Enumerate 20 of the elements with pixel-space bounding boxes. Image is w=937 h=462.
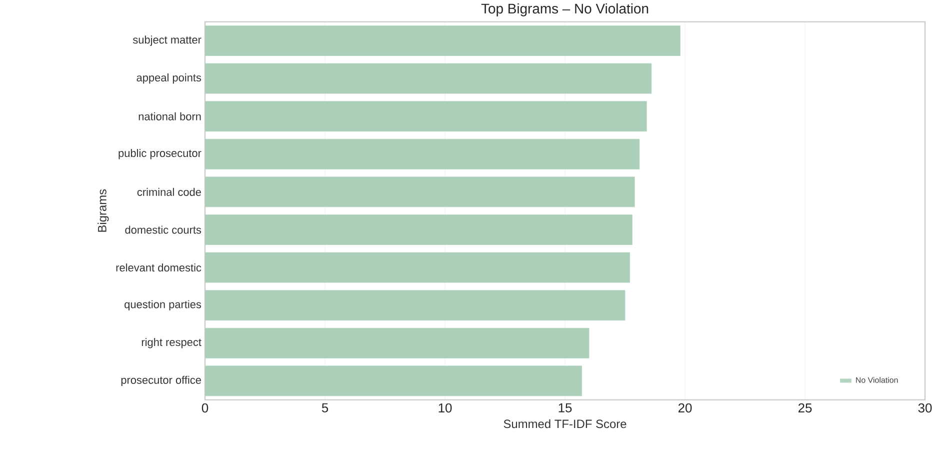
- y-tick-label: subject matter: [132, 36, 202, 46]
- y-tick-label: public prosecutor: [118, 149, 202, 160]
- x-tick-label: 5: [322, 403, 328, 412]
- y-tick-label: criminal code: [137, 188, 201, 196]
- y-tick-label: national born: [138, 112, 201, 120]
- y-tick-label: appeal points: [136, 74, 202, 84]
- y-tick-label: right respect: [142, 338, 202, 348]
- x-tick-label: 20: [678, 403, 692, 413]
- chart-title: Top Bigrams – No Violation: [481, 3, 648, 16]
- x-tick-label: 15: [558, 403, 572, 412]
- x-tick-label: 25: [798, 403, 812, 413]
- y-tick-label: domestic courts: [125, 226, 202, 234]
- x-tick-label: 0: [202, 403, 208, 413]
- x-tick-label: 30: [918, 403, 932, 413]
- x-tick-label: 10: [438, 403, 452, 413]
- y-tick-label: question parties: [124, 300, 202, 311]
- y-axis-title: Bigrams: [98, 189, 109, 232]
- y-tick-label: prosecutor office: [121, 376, 201, 386]
- x-axis-title: Summed TF-IDF Score: [504, 419, 626, 428]
- y-tick-label: relevant domestic: [116, 264, 202, 272]
